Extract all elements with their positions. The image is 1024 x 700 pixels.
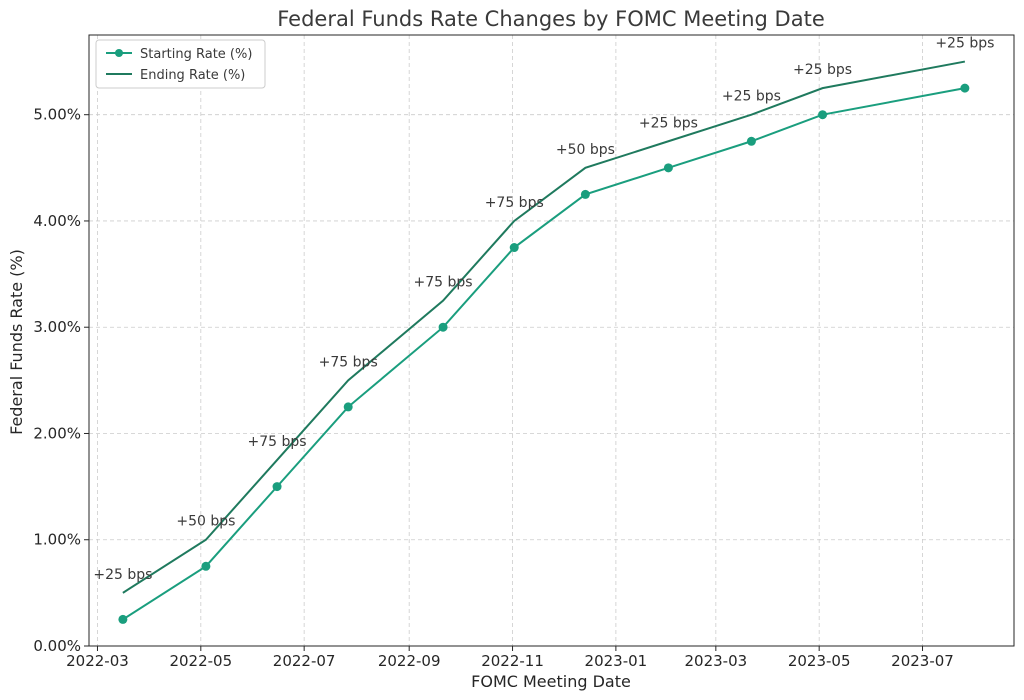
plot-frame	[88, 34, 1015, 647]
data-point-starting-rate	[746, 136, 756, 146]
rate-change-annotation: +25 bps	[793, 62, 852, 78]
x-tick-label: 2023-07	[891, 652, 954, 670]
axes-layer: 0.00% 1.00% 2.00% 3.00% 4.00% 5.00% 2022-03 202…	[33, 34, 1015, 670]
data-point-starting-rate	[580, 189, 590, 199]
rate-change-annotation: +25 bps	[935, 36, 994, 52]
legend-label-ending-rate: Ending Rate (%)	[140, 68, 245, 83]
legend-frame	[95, 39, 266, 89]
x-tick-label: 2022-03	[66, 652, 129, 670]
data-point-starting-rate	[818, 110, 828, 120]
series-line-ending-rate	[122, 60, 966, 594]
y-tick-label: 5.00%	[33, 106, 81, 124]
data-point-starting-rate	[201, 561, 211, 571]
y-axis-label: Federal Funds Rate (%)	[7, 249, 26, 435]
data-point-starting-rate	[343, 402, 353, 412]
x-tick-label: 2022-07	[273, 652, 336, 670]
data-point-starting-rate	[272, 482, 282, 492]
x-tick-label: 2023-05	[788, 652, 851, 670]
data-point-starting-rate	[663, 163, 673, 173]
data-point-starting-rate	[118, 614, 128, 624]
legend-marker-starting-rate	[115, 49, 123, 57]
rate-change-annotation: +75 bps	[319, 354, 378, 370]
data-point-starting-rate	[509, 243, 519, 253]
grid-layer	[89, 35, 1014, 647]
data-point-starting-rate	[438, 322, 448, 332]
rate-change-annotation: +50 bps	[176, 514, 235, 530]
y-tick-label: 3.00%	[33, 318, 81, 336]
x-axis-label: FOMC Meeting Date	[471, 672, 631, 691]
series-layer	[118, 60, 970, 624]
rate-change-annotation: +75 bps	[485, 195, 544, 211]
rate-change-annotation: +25 bps	[93, 567, 152, 583]
annotation-layer: +25 bps +50 bps +75 bps +75 bps +75 bps +75 b…	[93, 36, 994, 583]
x-tick-label: 2022-09	[378, 652, 441, 670]
y-tick-label: 0.00%	[33, 637, 81, 655]
x-tick-label: 2022-11	[481, 652, 544, 670]
x-tick-label: 2023-01	[585, 652, 648, 670]
rate-change-annotation: +75 bps	[414, 275, 473, 291]
legend: Starting Rate (%) Ending Rate (%)	[95, 39, 266, 89]
y-tick-label: 4.00%	[33, 212, 81, 230]
legend-label-starting-rate: Starting Rate (%)	[140, 47, 252, 62]
rate-change-annotation: +25 bps	[722, 89, 781, 105]
chart-title: Federal Funds Rate Changes by FOMC Meeti…	[277, 7, 825, 31]
x-tick-label: 2022-05	[169, 652, 232, 670]
rate-change-annotation: +25 bps	[639, 115, 698, 131]
rate-change-annotation: +50 bps	[556, 142, 615, 158]
y-tick-label: 2.00%	[33, 424, 81, 442]
data-point-starting-rate	[960, 83, 970, 93]
x-tick-label: 2023-03	[684, 652, 747, 670]
rate-change-annotation: +75 bps	[248, 434, 307, 450]
y-tick-label: 1.00%	[33, 531, 81, 549]
